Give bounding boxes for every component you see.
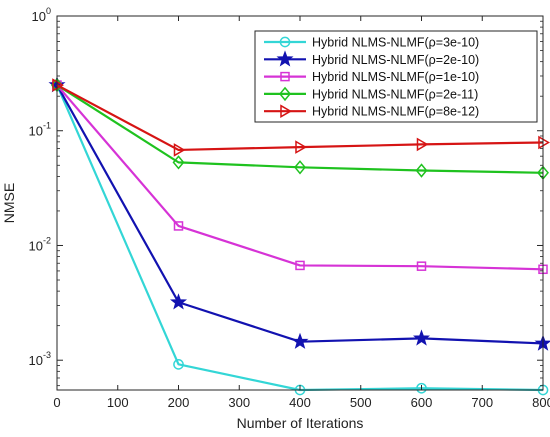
series-line-4 xyxy=(56,84,544,174)
series-2-point-4 xyxy=(412,329,431,346)
series-2-point-3 xyxy=(291,332,309,349)
series-4-point-3 xyxy=(294,160,306,175)
series-1 xyxy=(51,79,549,396)
legend: Hybrid NLMS-NLMF(ρ=3e-10) Hybrid NLMS-NLM… xyxy=(254,30,538,123)
series-2 xyxy=(48,76,550,351)
x-tick-label: 500 xyxy=(350,395,372,410)
legend-swatch-marker xyxy=(280,104,292,119)
x-tick-label: 0 xyxy=(53,395,60,410)
series-3-point-2 xyxy=(173,221,184,231)
x-tick-label: 800 xyxy=(532,395,550,410)
legend-label: Hybrid NLMS-NLMF(ρ=3e-10) xyxy=(312,36,479,50)
series-5-point-1 xyxy=(52,78,64,92)
y-tick-label: 100 xyxy=(32,6,51,24)
y-tick-label: 10-1 xyxy=(29,121,51,139)
x-tick-label: 600 xyxy=(411,395,433,410)
series-5-point-2 xyxy=(173,143,186,157)
series-1-point-2 xyxy=(173,359,184,370)
legend-items: Hybrid NLMS-NLMF(ρ=3e-10) Hybrid NLMS-NLM… xyxy=(264,36,479,119)
legend-entry-3: Hybrid NLMS-NLMF(ρ=1e-10) xyxy=(264,70,479,84)
x-tick-label: 700 xyxy=(471,395,493,410)
x-tick-label: 200 xyxy=(168,395,190,410)
y-tick-label: 10-3 xyxy=(29,350,51,368)
series-2-point-2 xyxy=(169,293,188,310)
legend-label: Hybrid NLMS-NLMF(ρ=1e-10) xyxy=(312,70,479,84)
series-4-point-4 xyxy=(415,163,428,178)
series-5-point-5 xyxy=(538,135,550,150)
series-layer xyxy=(48,76,550,396)
legend-label: Hybrid NLMS-NLMF(ρ=8e-12) xyxy=(312,105,479,119)
series-3-point-3 xyxy=(295,260,305,271)
series-5-point-4 xyxy=(416,137,429,152)
series-4-point-2 xyxy=(172,155,185,170)
ticks-layer: 0 100 200 300 400 500 600 700 800 10-3 10-2 10-1 100 xyxy=(29,6,550,410)
legend-entry-1: Hybrid NLMS-NLMF(ρ=3e-10) xyxy=(264,36,479,50)
legend-label: Hybrid NLMS-NLMF(ρ=2e-11) xyxy=(312,87,478,101)
series-3-point-4 xyxy=(416,261,427,271)
legend-swatch-marker xyxy=(276,50,294,67)
series-line-3 xyxy=(56,84,544,271)
legend-label: Hybrid NLMS-NLMF(ρ=2e-10) xyxy=(312,53,479,67)
legend-entry-5: Hybrid NLMS-NLMF(ρ=8e-12) xyxy=(264,104,479,119)
series-5-point-3 xyxy=(295,140,307,154)
legend-entry-4: Hybrid NLMS-NLMF(ρ=2e-11) xyxy=(264,86,478,102)
legend-swatch-marker xyxy=(280,71,290,82)
series-line-5 xyxy=(56,84,544,152)
x-tick-label: 400 xyxy=(289,395,311,410)
x-axis-label: Number of Iterations xyxy=(237,415,364,431)
legend-swatch-marker xyxy=(279,36,291,48)
legend-swatch-marker xyxy=(279,86,291,102)
series-5 xyxy=(52,78,550,157)
y-axis-label: NMSE xyxy=(1,183,17,223)
y-tick-label: 10-2 xyxy=(29,235,51,253)
x-tick-label: 300 xyxy=(228,395,250,410)
legend-entry-2: Hybrid NLMS-NLMF(ρ=2e-10) xyxy=(264,50,479,67)
series-1-point-4 xyxy=(416,382,427,394)
x-tick-label: 100 xyxy=(107,395,129,410)
